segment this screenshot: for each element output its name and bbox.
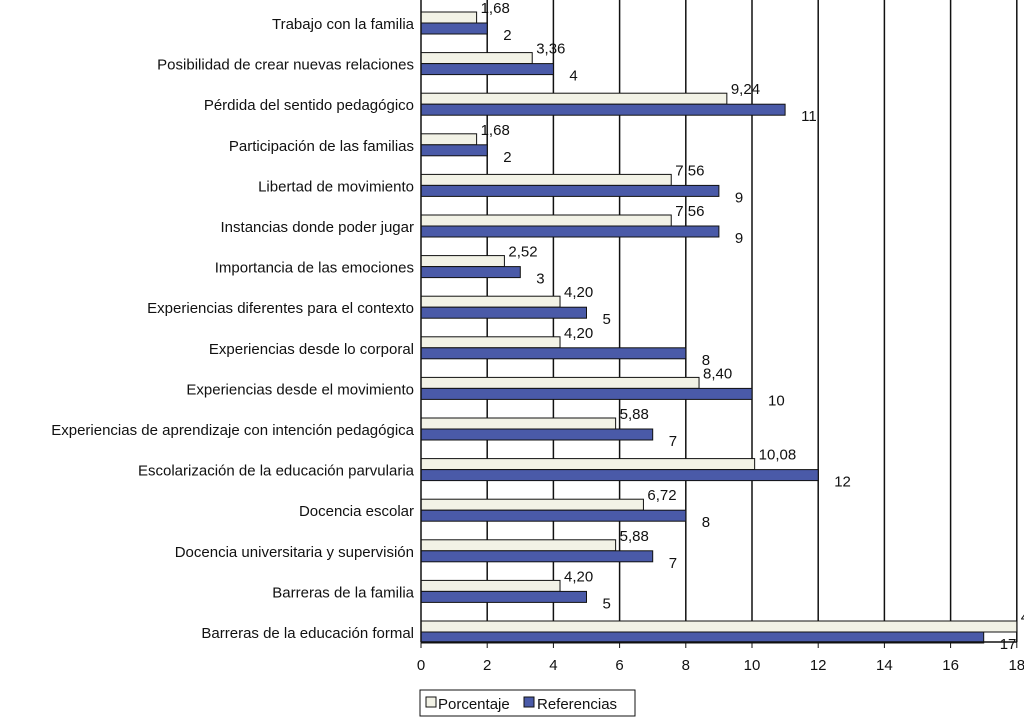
bar-referencias bbox=[420, 63, 554, 76]
data-label-referencias: 9 bbox=[735, 230, 743, 247]
data-label-referencias: 8 bbox=[702, 352, 710, 369]
data-label-porcentaje: 5,88 bbox=[620, 406, 649, 423]
data-label-referencias: 9 bbox=[735, 189, 743, 206]
category-label: Libertad de movimiento bbox=[258, 178, 414, 195]
x-tick-label: 10 bbox=[744, 657, 761, 674]
data-label-referencias: 3 bbox=[536, 271, 544, 288]
bar-referencias bbox=[420, 387, 753, 400]
bar-referencias bbox=[420, 266, 521, 279]
bar-porcentaje bbox=[420, 52, 533, 65]
category-label: Barreras de la familia bbox=[272, 584, 414, 601]
bar-porcentaje bbox=[420, 295, 561, 308]
bar-referencias bbox=[420, 550, 654, 563]
data-label-porcentaje: 4,20 bbox=[564, 325, 593, 342]
bar-porcentaje bbox=[420, 539, 617, 552]
category-label: Experiencias desde el movimiento bbox=[186, 381, 414, 398]
category-label: Docencia escolar bbox=[299, 503, 414, 520]
data-label-porcentaje: 5,88 bbox=[620, 528, 649, 545]
data-label-porcentaje: 7,56 bbox=[675, 203, 704, 220]
data-label-porcentaje: 1,68 bbox=[481, 122, 510, 139]
bar-referencias bbox=[420, 590, 587, 603]
bars-layer bbox=[420, 11, 1018, 644]
bar-porcentaje bbox=[420, 498, 644, 511]
data-label-porcentaje: 10,08 bbox=[759, 447, 797, 464]
bar-porcentaje bbox=[420, 376, 700, 389]
data-label-referencias: 2 bbox=[503, 149, 511, 166]
bar-porcentaje bbox=[420, 173, 672, 186]
data-label-porcentaje: 44,29 bbox=[1021, 609, 1024, 626]
category-label: Docencia universitaria y supervisión bbox=[175, 544, 414, 561]
bar-referencias bbox=[420, 509, 687, 522]
data-label-porcentaje: 2,52 bbox=[508, 244, 537, 261]
category-label: Participación de las familias bbox=[229, 138, 414, 155]
data-label-referencias: 7 bbox=[669, 555, 677, 572]
data-label-referencias: 17 bbox=[1000, 636, 1017, 653]
bar-porcentaje bbox=[420, 11, 478, 24]
bar-porcentaje bbox=[420, 255, 505, 268]
category-label: Experiencias de aprendizaje con intenció… bbox=[51, 422, 414, 439]
legend: Porcentaje Referencias bbox=[419, 689, 636, 717]
data-label-referencias: 7 bbox=[669, 433, 677, 450]
axis-layer: 0 2 4 6 8 10 12 14 16 18 bbox=[417, 0, 1024, 674]
category-label: Experiencias desde lo corporal bbox=[209, 341, 414, 358]
data-label-porcentaje: 6,72 bbox=[647, 487, 676, 504]
category-label: Pérdida del sentido pedagógico bbox=[204, 97, 414, 114]
category-label: Experiencias diferentes para el contexto bbox=[147, 300, 414, 317]
legend-swatch-referencias bbox=[523, 696, 535, 708]
x-tick-label: 8 bbox=[682, 657, 690, 674]
data-label-referencias: 8 bbox=[702, 514, 710, 531]
bar-porcentaje bbox=[420, 620, 1018, 633]
data-label-porcentaje: 3,36 bbox=[536, 41, 565, 58]
labels-layer: Trabajo con la familia 1,68 2 Posibilidad d… bbox=[51, 0, 1024, 653]
data-label-referencias: 10 bbox=[768, 392, 785, 409]
x-tick-label: 0 bbox=[417, 657, 425, 674]
x-tick-label: 16 bbox=[942, 657, 959, 674]
data-label-referencias: 2 bbox=[503, 27, 511, 44]
bar-porcentaje bbox=[420, 417, 617, 430]
category-label: Importancia de las emociones bbox=[215, 260, 414, 277]
bar-referencias bbox=[420, 22, 488, 35]
bar-porcentaje bbox=[420, 458, 756, 471]
data-label-referencias: 12 bbox=[834, 474, 851, 491]
legend-label-porcentaje: Porcentaje bbox=[438, 696, 510, 713]
x-tick-label: 14 bbox=[876, 657, 893, 674]
bar-porcentaje bbox=[420, 579, 561, 592]
data-label-porcentaje: 1,68 bbox=[481, 0, 510, 17]
data-label-porcentaje: 8,40 bbox=[703, 365, 732, 382]
bar-referencias bbox=[420, 144, 488, 157]
x-tick-label: 4 bbox=[549, 657, 557, 674]
x-tick-label: 18 bbox=[1008, 657, 1024, 674]
x-tick-label: 12 bbox=[810, 657, 827, 674]
x-tick-label: 6 bbox=[615, 657, 623, 674]
category-label: Posibilidad de crear nuevas relaciones bbox=[157, 57, 414, 74]
bar-referencias bbox=[420, 225, 720, 238]
bar-referencias bbox=[420, 428, 654, 441]
legend-swatch-porcentaje bbox=[425, 696, 437, 708]
category-label: Escolarización de la educación parvulari… bbox=[138, 463, 415, 480]
bar-referencias bbox=[420, 306, 587, 319]
category-label: Trabajo con la familia bbox=[272, 16, 415, 33]
data-label-referencias: 5 bbox=[603, 311, 611, 328]
bar-porcentaje bbox=[420, 336, 561, 349]
bar-porcentaje bbox=[420, 133, 478, 146]
x-tick-label: 2 bbox=[483, 657, 491, 674]
data-label-referencias: 11 bbox=[801, 108, 817, 125]
category-label: Barreras de la educación formal bbox=[201, 625, 414, 642]
bar-porcentaje bbox=[420, 92, 728, 105]
bar-referencias bbox=[420, 184, 720, 197]
data-label-porcentaje: 4,20 bbox=[564, 284, 593, 301]
bar-referencias bbox=[420, 347, 687, 360]
legend-label-referencias: Referencias bbox=[537, 696, 617, 713]
bar-referencias bbox=[420, 469, 819, 482]
category-label: Instancias donde poder jugar bbox=[221, 219, 414, 236]
data-label-porcentaje: 7,56 bbox=[675, 162, 704, 179]
data-label-referencias: 4 bbox=[569, 68, 577, 85]
data-label-porcentaje: 9,24 bbox=[731, 81, 760, 98]
bar-referencias bbox=[420, 103, 786, 116]
bar-porcentaje bbox=[420, 214, 672, 227]
data-label-porcentaje: 4,20 bbox=[564, 568, 593, 585]
data-label-referencias: 5 bbox=[603, 595, 611, 612]
